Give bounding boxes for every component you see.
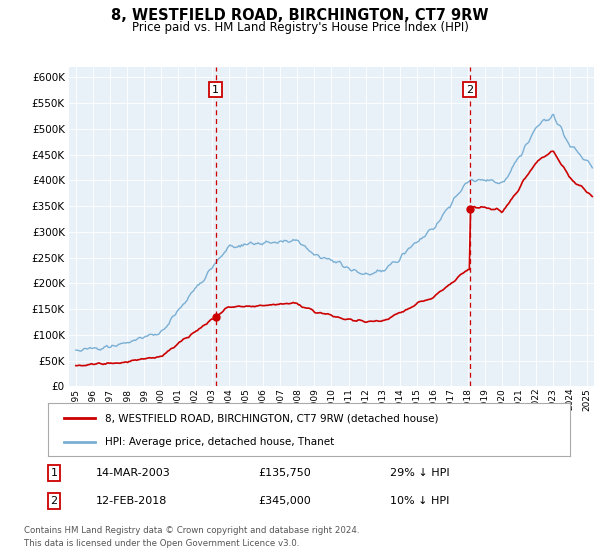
- Text: 2: 2: [466, 85, 473, 95]
- Text: 10% ↓ HPI: 10% ↓ HPI: [390, 496, 449, 506]
- Text: 2: 2: [50, 496, 58, 506]
- Text: 12-FEB-2018: 12-FEB-2018: [96, 496, 167, 506]
- Text: This data is licensed under the Open Government Licence v3.0.: This data is licensed under the Open Gov…: [24, 539, 299, 548]
- Text: 1: 1: [50, 468, 58, 478]
- Text: Price paid vs. HM Land Registry's House Price Index (HPI): Price paid vs. HM Land Registry's House …: [131, 21, 469, 34]
- Text: £135,750: £135,750: [258, 468, 311, 478]
- Text: 8, WESTFIELD ROAD, BIRCHINGTON, CT7 9RW (detached house): 8, WESTFIELD ROAD, BIRCHINGTON, CT7 9RW …: [106, 413, 439, 423]
- Text: 1: 1: [212, 85, 219, 95]
- Text: 29% ↓ HPI: 29% ↓ HPI: [390, 468, 449, 478]
- Text: 8, WESTFIELD ROAD, BIRCHINGTON, CT7 9RW: 8, WESTFIELD ROAD, BIRCHINGTON, CT7 9RW: [111, 8, 489, 24]
- Text: HPI: Average price, detached house, Thanet: HPI: Average price, detached house, Than…: [106, 436, 335, 446]
- Text: £345,000: £345,000: [258, 496, 311, 506]
- Text: Contains HM Land Registry data © Crown copyright and database right 2024.: Contains HM Land Registry data © Crown c…: [24, 526, 359, 535]
- Text: 14-MAR-2003: 14-MAR-2003: [96, 468, 171, 478]
